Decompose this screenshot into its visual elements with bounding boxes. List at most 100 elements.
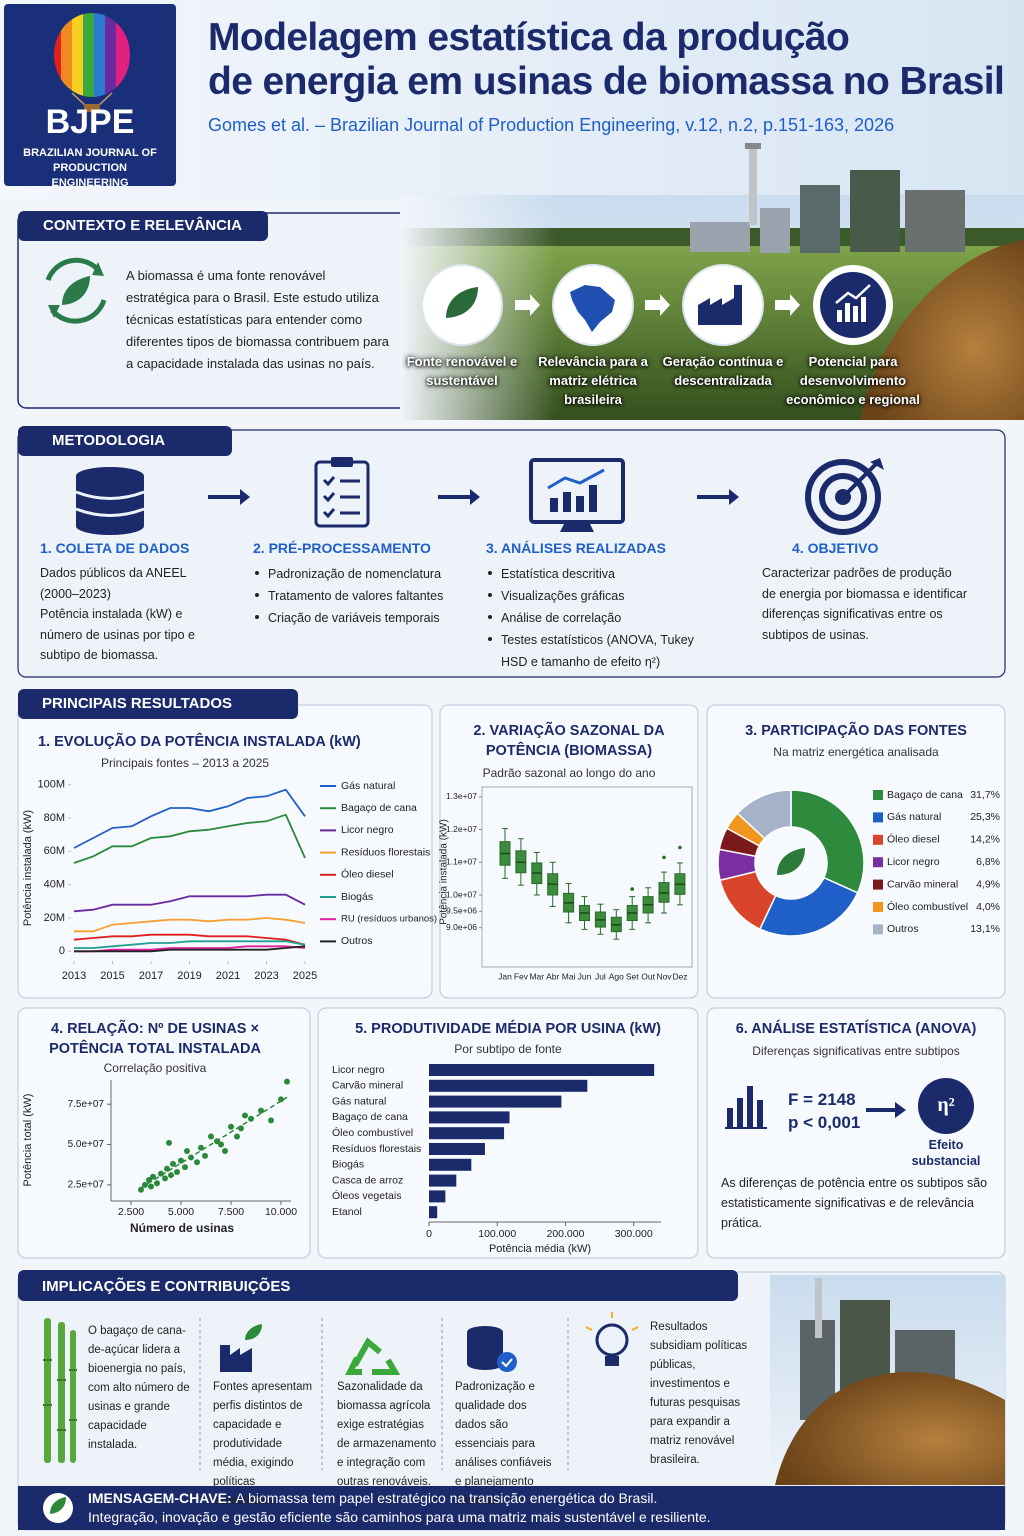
implications-card-part: [220, 1345, 252, 1372]
key-message-leaf: [50, 1497, 66, 1514]
implications-card-part: [595, 1323, 629, 1357]
results-cards-part: [706, 1007, 1006, 1259]
methodology-card-part-part: [322, 476, 360, 519]
anova-icons-part: [737, 1098, 743, 1128]
effect-symbol: η²: [937, 1094, 955, 1116]
implications-card-part: [199, 1318, 569, 1470]
context-step-icons-part-part: [515, 294, 540, 316]
results-heading-tab: [18, 689, 298, 719]
chart-subtitle: Principais fontes – 2013 a 2025: [100, 756, 270, 770]
section-heading: PRINCIPAIS RESULTADOS: [42, 695, 233, 712]
logo: [4, 4, 176, 186]
implications-card-part-part: [44, 1318, 51, 1463]
context-step-label: Relevância para a matriz elétrica brasil…: [538, 354, 648, 407]
chart-title: 6. ANÁLISE ESTATÍSTICA (ANOVA): [735, 1021, 977, 1037]
context-step-icons-part-part: [845, 303, 850, 322]
logo-part-part: [94, 13, 105, 97]
key-message-bar: [18, 1486, 1005, 1530]
implications-card-part-part: [58, 1322, 65, 1463]
context-card-part: [18, 211, 268, 241]
context-step-label: Geração contínua e descentralizada: [662, 354, 784, 388]
effect-label: Efeito substancial: [911, 1138, 981, 1168]
methodology-card-part: [870, 458, 884, 470]
title: Modelagem estatística da produção: [208, 16, 850, 59]
chart-title: 1. EVOLUÇÃO DA POTÊNCIA INSTALADA (kW): [38, 734, 361, 750]
implications-card-part: [44, 1318, 76, 1463]
method-step-title: 3. ANÁLISES REALIZADAS: [486, 540, 666, 556]
methodology-card-part-part: [550, 498, 558, 512]
methodology-card-part: [208, 489, 739, 505]
methodology-card-part-part: [75, 490, 145, 500]
method-step-title: 1. COLETA DE DADOS: [40, 540, 190, 556]
anova-icons-part: [918, 1078, 974, 1134]
implication-text: O bagaço de cana-de-açúcar lidera a bioe…: [88, 1325, 190, 1451]
context-step-icons-part-part: [853, 306, 858, 322]
chart-subtitle: Correlação positiva: [103, 1061, 207, 1075]
method-step-item: Tratamento de valores faltantes: [255, 586, 473, 608]
context-step-icons-part: [837, 297, 866, 322]
implications-card-part: [497, 1352, 517, 1372]
anova-p: p < 0,001: [788, 1113, 861, 1132]
implication-text: Sazonalidade da biomassa agrícola exige …: [337, 1381, 437, 1488]
anova-icons: [725, 1078, 974, 1134]
implications-card-part-part: [815, 1278, 822, 1338]
context-card-part: [48, 262, 104, 318]
methodology-card-part-part: [75, 507, 145, 517]
logo-part: [84, 104, 100, 112]
implications-card-part-part: [352, 1337, 382, 1367]
section-heading: METODOLOGIA: [52, 432, 166, 449]
chart-title: 2. VARIAÇÃO SAZONAL DA POTÊNCIA (BIOMASS…: [473, 723, 665, 759]
implication-text: Fontes apresentam perfis distintos de ca…: [213, 1381, 313, 1507]
method-step-item: Estatística descritiva: [488, 564, 706, 586]
methodology-card-part: [550, 485, 597, 512]
method-step-text: Potência instalada (kW) e número de usin…: [40, 607, 195, 662]
anova-f: F = 2148: [788, 1090, 856, 1109]
logo-text: BJPE: [45, 103, 135, 141]
methodology-card-part: [841, 460, 880, 499]
context-step-label: Fonte renovável e sustentável: [406, 354, 518, 388]
anova-text: As diferenças de potência entre os subti…: [721, 1176, 988, 1230]
implications-card-part: [585, 1312, 639, 1331]
context-step-icons: [421, 264, 893, 346]
chart-subtitle: Padrão sazonal ao longo do ano: [482, 766, 656, 780]
methodology-card-part-part: [589, 485, 597, 512]
implication-text: Padronização e qualidade dos dados são e…: [455, 1381, 552, 1507]
methodology-card-part: [18, 426, 232, 456]
method-step-title: 2. PRÉ-PROCESSAMENTO: [253, 540, 431, 556]
photo-scene-part-part: [749, 145, 757, 225]
methodology-card-part: [560, 522, 594, 532]
implications-card-part: [775, 1371, 1005, 1485]
context-step-icons-part-part: [861, 297, 866, 322]
logo-part-part: [54, 13, 61, 97]
implications-card-part-part: [585, 1326, 593, 1331]
methodology-card-part-part: [76, 517, 144, 535]
key-message-text: A biomassa tem papel estratégico na tran…: [235, 1490, 658, 1506]
chart-subtitle: Diferenças significativas entre subtipos: [752, 1044, 960, 1058]
section-heading: IMPLICAÇÕES E CONTRIBUIÇÕES: [42, 1278, 291, 1295]
context-card-part: [62, 276, 90, 305]
context-step-icons-part: [698, 285, 742, 325]
chart-title: 3. PARTICIPAÇÃO DAS FONTES: [745, 723, 967, 739]
chart-subtitle: Por subtipo de fonte: [454, 1042, 562, 1056]
chart-title: 5. PRODUTIVIDADE MÉDIA POR USINA (kW): [355, 1021, 661, 1037]
context-step-icons-part-part: [837, 310, 842, 322]
methodology-card-part: [76, 467, 144, 535]
implications-card-part-part: [372, 1358, 401, 1375]
implications-card-part: [18, 1270, 738, 1301]
implications-card-part: [245, 1324, 262, 1340]
context-card-part-part: [45, 257, 102, 281]
methodology-card-part-part: [819, 473, 867, 521]
implications-card: [17, 1270, 1006, 1531]
context-step-icons-part: [570, 285, 615, 332]
section-heading: CONTEXTO E RELEVÂNCIA: [43, 217, 242, 234]
methodology-card-part: [17, 429, 1006, 678]
methodology-card-part: [322, 476, 360, 519]
method-step-item: Visualizações gráficas: [488, 586, 706, 608]
anova-icons-part: [866, 1102, 906, 1118]
key-message: IMENSAGEM-CHAVE: A biomassa tem papel est…: [88, 1489, 988, 1527]
methodology-card-part-part: [438, 489, 480, 505]
anova-icons-part: [725, 1127, 767, 1129]
key-message-label: IMENSAGEM-CHAVE:: [88, 1490, 232, 1506]
